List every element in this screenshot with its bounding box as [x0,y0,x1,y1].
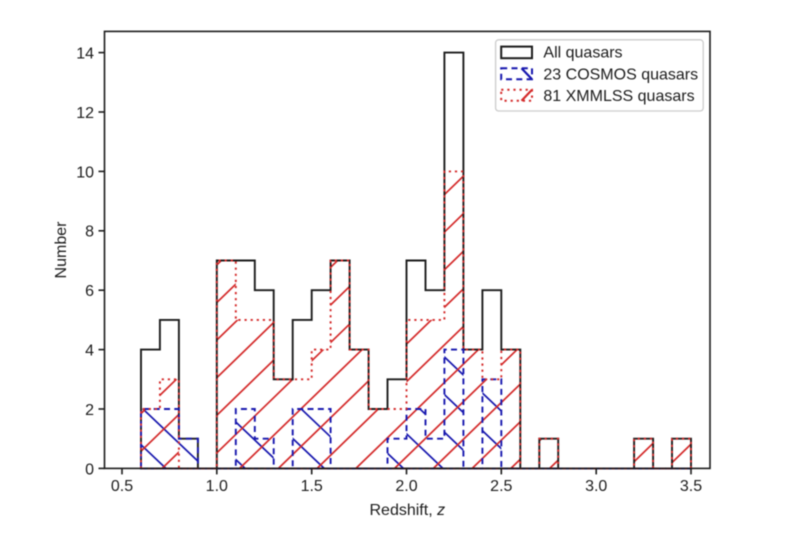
svg-text:4: 4 [85,343,94,360]
svg-text:3.5: 3.5 [680,478,702,495]
svg-text:2.5: 2.5 [490,478,512,495]
svg-text:10: 10 [76,164,94,181]
svg-text:2: 2 [85,402,94,419]
svg-text:0: 0 [85,461,94,478]
svg-text:81 XMMLSS quasars: 81 XMMLSS quasars [543,88,694,105]
svg-text:2.0: 2.0 [395,478,417,495]
svg-text:All quasars: All quasars [543,44,622,61]
svg-text:1.5: 1.5 [301,478,323,495]
svg-text:8: 8 [85,224,94,241]
svg-text:3.0: 3.0 [585,478,607,495]
svg-text:14: 14 [76,46,94,63]
svg-text:12: 12 [76,105,94,122]
svg-text:0.5: 0.5 [111,478,133,495]
svg-text:6: 6 [85,283,94,300]
svg-text:1.0: 1.0 [206,478,228,495]
svg-text:Redshift, z: Redshift, z [370,502,446,519]
svg-text:23 COSMOS quasars: 23 COSMOS quasars [543,66,698,83]
svg-text:Number: Number [53,221,70,279]
